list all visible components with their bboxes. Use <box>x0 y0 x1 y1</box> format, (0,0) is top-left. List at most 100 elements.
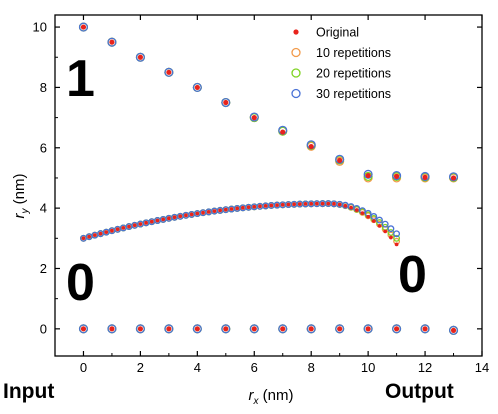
bottom-point-original <box>223 326 229 332</box>
top-point-30 <box>164 67 174 77</box>
middle-point-original <box>258 204 262 209</box>
middle-point-original <box>172 215 177 220</box>
plot-frame <box>54 14 483 357</box>
bottom-point-original <box>166 326 172 332</box>
top-point-30 <box>135 52 145 62</box>
top-point-30 <box>78 22 89 32</box>
legend-label: 10 repetitions <box>316 46 391 60</box>
top-point-original <box>80 24 87 30</box>
middle-point-original <box>246 205 251 210</box>
top-point-original <box>251 115 257 121</box>
x-tick-label: 14 <box>475 360 489 375</box>
top-point-original <box>137 54 143 60</box>
middle-point-original <box>349 205 353 210</box>
top-point-original <box>337 157 343 164</box>
middle-point-original <box>121 226 126 230</box>
middle-point-original <box>337 202 342 207</box>
bottom-point-30 <box>164 324 174 334</box>
y-axis-title: ry (nm) <box>11 174 31 219</box>
x-tick-label: 12 <box>418 360 432 375</box>
bottom-point-30 <box>448 325 459 335</box>
middle-point-original <box>98 231 103 236</box>
middle-point-original <box>275 203 279 208</box>
top-point-original <box>365 172 371 179</box>
x-axis-title: rx (nm) <box>249 387 294 407</box>
middle-point-original <box>292 202 297 207</box>
legend-marker-original <box>293 29 299 35</box>
legend-label: Original <box>316 26 359 40</box>
middle-point-original <box>104 230 109 235</box>
bottom-point-original <box>422 326 428 332</box>
bottom-point-30 <box>392 324 402 334</box>
middle-point-original <box>252 204 257 209</box>
middle-point-original <box>354 208 359 212</box>
bottom-point-30 <box>278 324 288 334</box>
middle-point-original <box>240 205 245 210</box>
middle-point-original <box>195 211 200 216</box>
middle-point-original <box>132 223 137 228</box>
bottom-point-original <box>109 326 115 332</box>
legend-marker <box>291 88 301 99</box>
bottom-point-30 <box>192 324 202 334</box>
middle-point-original <box>235 206 240 211</box>
bottom-point-30 <box>78 324 89 334</box>
x-tick-label: 2 <box>137 360 144 375</box>
bottom-point-30 <box>221 324 231 334</box>
top-point-original <box>166 69 172 75</box>
middle-point-20 <box>393 234 401 242</box>
bottom-point-30 <box>107 324 117 334</box>
bottom-point-30 <box>335 324 345 334</box>
top-point-30 <box>221 97 231 108</box>
middle-point-original <box>92 233 97 238</box>
bottom-point-original <box>251 326 257 332</box>
middle-point-original <box>269 203 274 208</box>
middle-point-original <box>127 224 131 229</box>
middle-point-original <box>87 234 92 239</box>
middle-point-original <box>149 219 154 224</box>
y-tick-label: 4 <box>40 201 47 216</box>
x-tick-label: 8 <box>308 360 315 375</box>
legend: Original 10 repetitions 20 repetitions 30 r… <box>291 26 391 101</box>
bottom-point-original <box>394 326 400 332</box>
bottom-point-30 <box>249 324 259 334</box>
legend-marker <box>291 68 301 78</box>
x-tick-label: 10 <box>361 360 375 375</box>
top-point-30 <box>192 82 202 92</box>
middle-point-30 <box>376 216 383 224</box>
middle-point-original <box>371 219 376 223</box>
middle-point-original <box>366 214 371 219</box>
middle-point-original <box>280 202 285 207</box>
y-tick-label: 0 <box>40 321 47 336</box>
middle-point-original <box>297 202 302 206</box>
middle-point-original <box>115 227 120 232</box>
legend-marker <box>291 47 301 58</box>
middle-point-original <box>166 216 171 221</box>
top-point-original <box>223 99 229 106</box>
bottom-point-original <box>337 326 343 332</box>
top-point-original <box>280 129 286 135</box>
bottom-point-30 <box>363 324 373 334</box>
middle-point-30 <box>387 225 395 233</box>
middle-point-original <box>286 202 291 207</box>
middle-point-original <box>184 213 188 218</box>
top-point-30 <box>107 37 117 47</box>
middle-point-original <box>343 203 348 208</box>
top-point-30 <box>448 172 459 182</box>
middle-point-original <box>144 220 148 225</box>
y-tick-label: 8 <box>40 80 47 95</box>
middle-point-original <box>303 202 308 206</box>
top-point-30 <box>249 112 259 122</box>
top-point-30 <box>420 171 430 181</box>
top-point-30 <box>335 154 345 164</box>
middle-point-original <box>229 207 234 211</box>
middle-point-original <box>201 210 205 215</box>
middle-point-original <box>326 201 331 206</box>
top-point-original <box>394 173 400 180</box>
series-layer <box>78 22 459 335</box>
middle-point-original <box>189 212 194 217</box>
middle-point-original <box>383 229 388 234</box>
x-tick-label: 4 <box>194 360 201 375</box>
middle-point-original <box>161 217 166 222</box>
